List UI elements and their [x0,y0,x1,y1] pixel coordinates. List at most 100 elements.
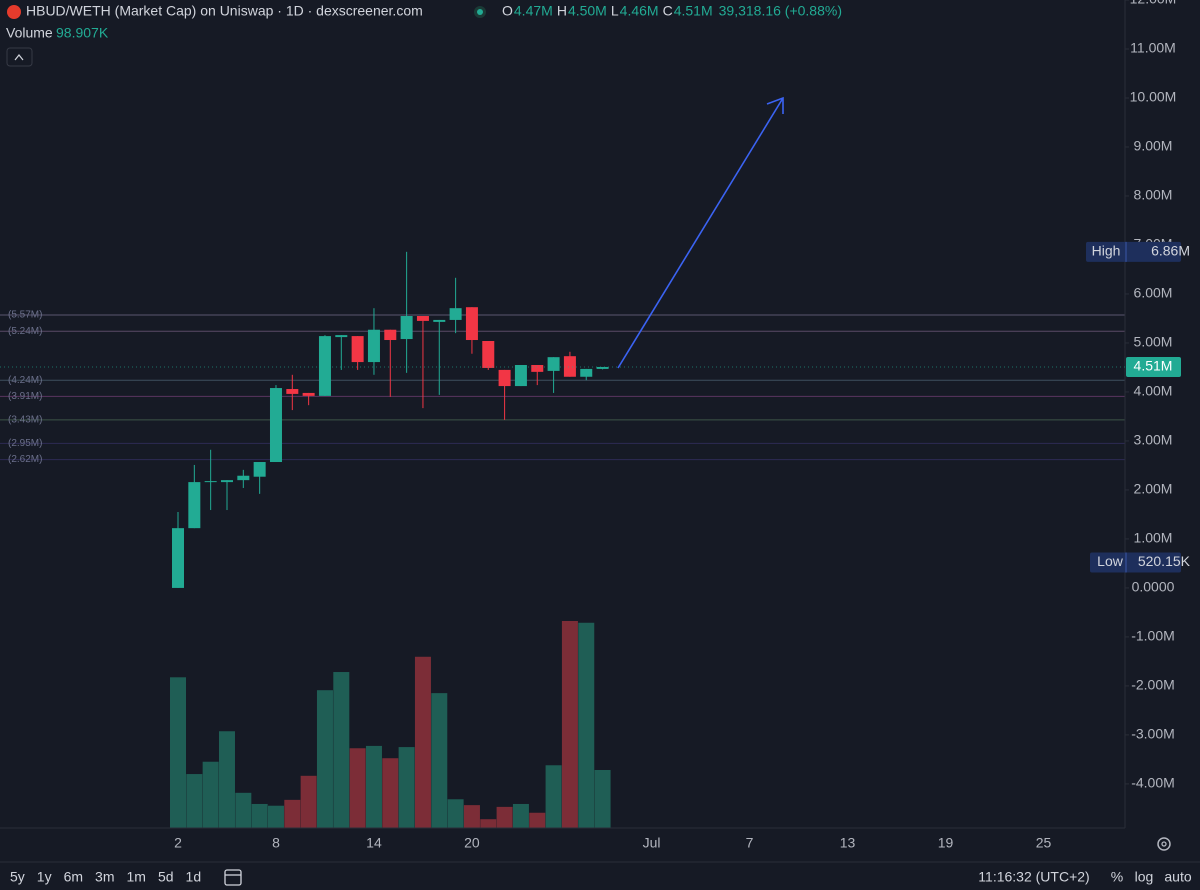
candle-body [367,329,380,363]
volume-value: 98.907K [56,25,109,41]
volume-bar [349,748,366,828]
last-price-label: 4.51M [1134,358,1173,374]
volume-bar [316,690,333,828]
candle-body [237,475,250,481]
candle-body [563,356,576,377]
timeframe-button[interactable]: 1y [37,869,52,885]
x-tick-label: 2 [174,835,182,851]
ohlc-key: C [663,3,673,19]
ohlc-key: H [557,3,567,19]
timeframe-button[interactable]: 5d [158,869,174,885]
volume-bar [398,747,415,828]
candle-body [384,329,397,341]
y-tick-label: 5.00M [1134,334,1173,350]
clock: 11:16:32 (UTC+2) [978,869,1089,885]
marker-value: 520.15K [1138,553,1191,569]
last-price-tag [1126,356,1181,377]
axes: -4.00M -3.00M -2.00M -1.00M 0.0000 1.00M 2.00M… [174,0,1176,851]
candle-body [172,528,184,588]
volume-bar [561,621,578,828]
volume-bar [284,799,301,828]
y-tick-label: -3.00M [1131,726,1175,742]
y-tick-label: 3.00M [1134,432,1173,448]
volume-bar [365,745,382,828]
volume-bar [480,819,497,828]
candle-body [318,336,331,396]
candle-body [498,369,511,387]
candle-body [220,480,233,483]
x-tick-label: 8 [272,835,280,851]
arrow-line [617,97,784,369]
candle-body [449,308,462,320]
y-tick-label: -1.00M [1131,628,1175,644]
volume-pane [170,621,611,828]
candle-body [400,316,413,340]
level-label: (2.95M) [8,438,42,449]
y-tick-label: -2.00M [1131,677,1175,693]
price-tags: 4.51M High 6.86M Low 520.15K [0,241,1191,573]
token-icon [7,5,21,19]
y-tick-label: 11.00M [1130,40,1176,56]
candle-body [580,368,593,377]
scale-option[interactable]: auto [1164,869,1191,885]
candles [172,251,609,588]
ohlc-value: 4.51M [674,3,713,19]
volume-bar [463,805,480,828]
timeframe-button[interactable]: 1m [127,869,146,885]
candle-body [269,388,282,463]
candle-body [335,335,348,338]
ohlc-value: 4.50M [568,3,607,19]
arrow-head [766,96,784,114]
y-tick-label: 1.00M [1134,530,1173,546]
volume-title: Volume [6,25,53,41]
y-tick-label: 12.00M [1130,0,1177,7]
x-tick-label: 25 [1036,835,1052,851]
ohlc-key: O [502,3,513,19]
bottom-toolbar: 5y 1y 6m 3m 1m 5d 1d% log auto [10,869,1192,885]
volume-bar [431,693,448,828]
volume-bar [202,761,219,828]
scale-option[interactable]: % [1111,869,1123,885]
timeframe-button[interactable]: 5y [10,869,25,885]
timeframe-button[interactable]: 3m [95,869,114,885]
marker-key: Low [1097,553,1124,569]
collapse-button[interactable] [6,47,33,67]
level-label: (3.91M) [8,391,42,402]
y-tick-label: 10.00M [1130,89,1177,105]
x-tick-label: 13 [840,835,856,851]
candle-body [204,481,217,483]
level-label: (3.43M) [8,415,42,426]
timeframe-button[interactable]: 1d [186,869,202,885]
x-tick-label: Jul [643,835,661,851]
candle-body [188,482,201,529]
level-label: (5.24M) [8,326,42,337]
ohlc-key: L [611,3,619,19]
chart-title: HBUD/WETH (Market Cap) on Uniswap · 1D ·… [26,3,423,19]
scale-option[interactable]: log [1135,869,1154,885]
volume-bar [414,656,431,828]
volume-bar [594,770,611,828]
candle-body [514,365,527,387]
volume-bar [447,799,464,828]
y-tick-label: 9.00M [1134,138,1173,154]
timeframe-button[interactable]: 6m [64,869,83,885]
candle-body [531,365,544,372]
level-label: (4.24M) [8,375,42,386]
level-label: (2.62M) [8,454,42,465]
date-range-icon[interactable] [224,869,242,886]
ohlc-value: 4.46M [620,3,659,19]
volume-bar [170,677,186,828]
marker-box [1090,552,1181,573]
x-tick-label: 19 [938,835,954,851]
x-tick-label: 7 [746,835,754,851]
settings-icon[interactable] [1157,837,1171,851]
volume-bar [235,792,252,828]
y-tick-label: 2.00M [1134,481,1173,497]
volume-bar [300,775,317,828]
status-dot [477,9,483,15]
volume-bar [545,765,562,828]
volume-bar [333,672,350,828]
